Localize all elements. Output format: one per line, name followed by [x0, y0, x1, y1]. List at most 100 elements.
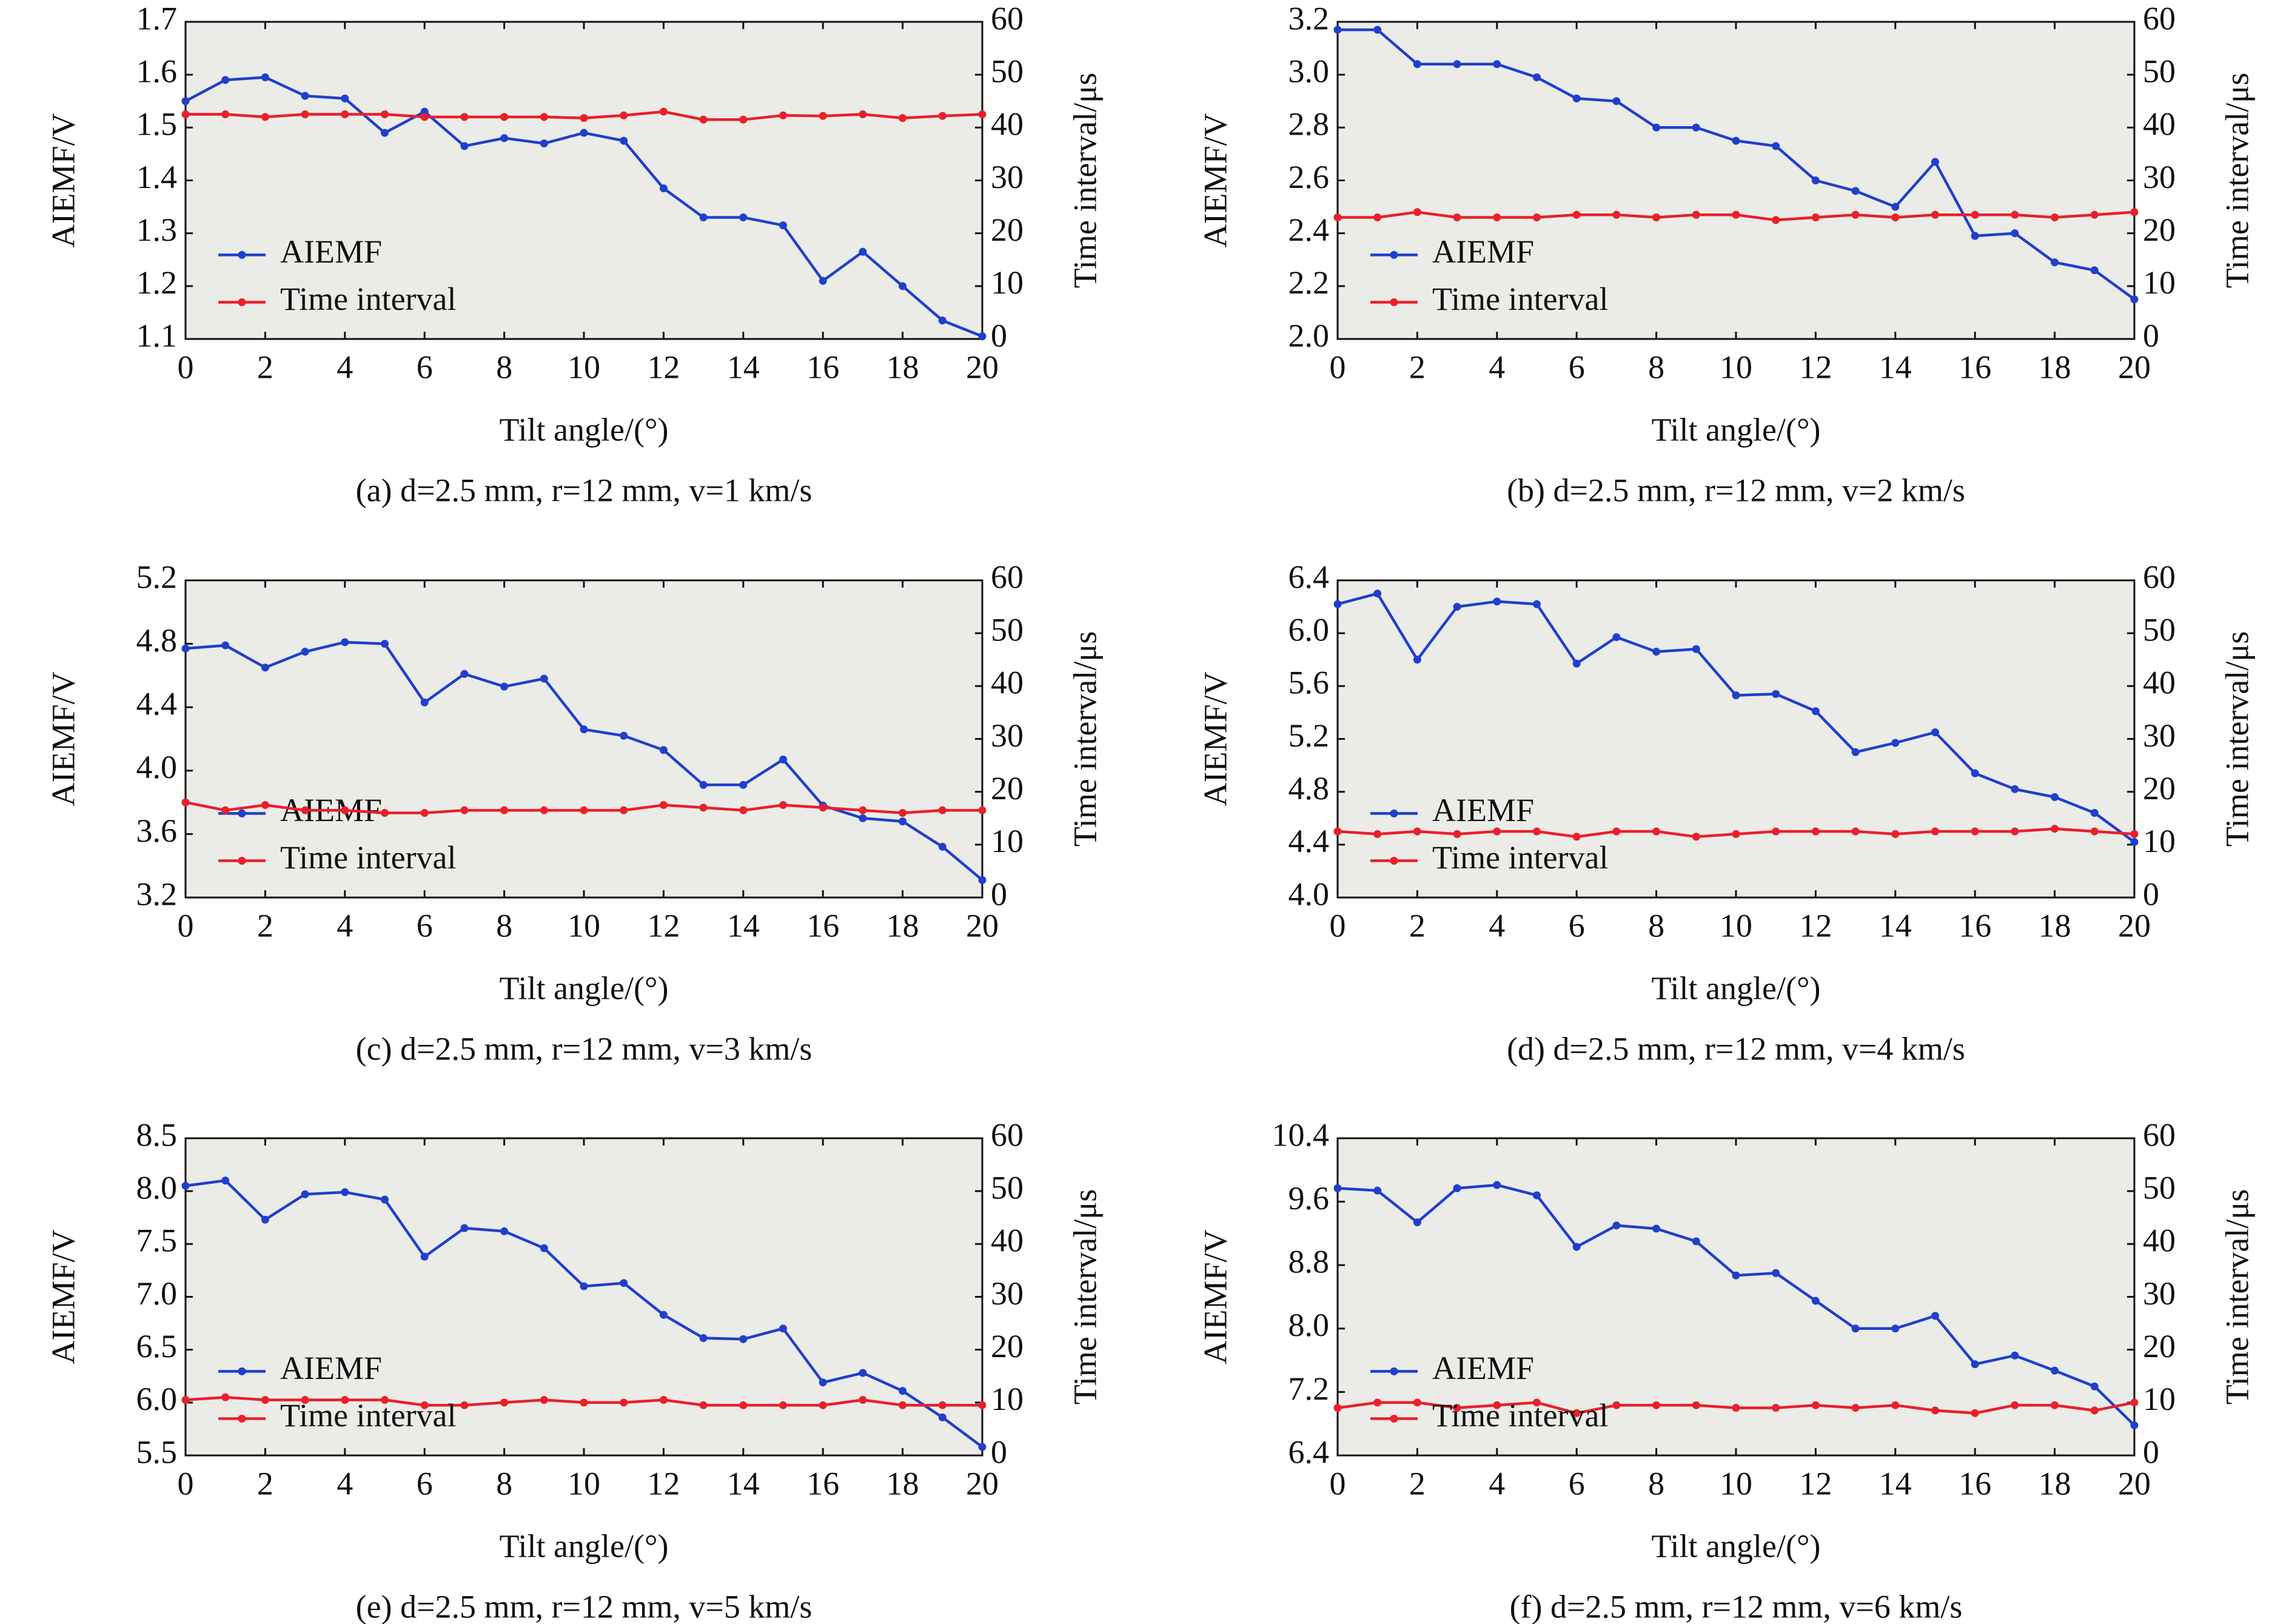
x-tick-label: 8 [496, 349, 512, 385]
y2-tick-label: 60 [991, 559, 1024, 595]
data-point [978, 332, 987, 341]
data-point [938, 806, 947, 814]
data-point [341, 638, 349, 646]
caption: (f) d=2.5 mm, r=12 mm, v=6 km/s [1510, 1588, 1963, 1624]
data-point [1373, 1398, 1382, 1407]
y2-tick-label: 60 [2143, 559, 2176, 595]
data-point [460, 669, 469, 678]
data-point [779, 1401, 787, 1409]
data-point [1811, 1297, 1820, 1305]
x-tick-label: 20 [966, 1465, 999, 1502]
y-tick-label: 6.4 [1288, 1434, 1330, 1470]
y-axis-label: AIEMF/V [45, 113, 81, 247]
data-point [819, 1401, 827, 1409]
data-point [1572, 94, 1581, 102]
chart-panel: 0 2 4 6 8 10 12 14 16 18 20 4.0 4.4 4.8 5.2 5.6 6.0 6.4 0 1… [1197, 559, 2255, 1067]
data-point [699, 1401, 708, 1409]
x-tick-label: 10 [568, 907, 600, 944]
legend-label: Time interval [280, 281, 457, 317]
y2-tick-label: 10 [991, 264, 1024, 301]
y-tick-label: 1.1 [136, 317, 178, 354]
data-point [1851, 827, 1860, 836]
data-point [659, 800, 668, 809]
data-point [859, 814, 867, 822]
data-point [381, 640, 389, 648]
y2-tick-label: 0 [2143, 1434, 2159, 1470]
data-point [978, 876, 987, 884]
data-point [500, 682, 509, 691]
data-point [301, 110, 309, 119]
data-point [261, 800, 269, 809]
caption: (d) d=2.5 mm, r=12 mm, v=4 km/s [1507, 1030, 1965, 1067]
data-point [1493, 597, 1501, 606]
data-point [2051, 258, 2059, 267]
y2-tick-label: 30 [2143, 1275, 2176, 1312]
y-tick-label: 1.6 [136, 53, 178, 90]
y-tick-label: 1.2 [136, 264, 178, 301]
data-point [1732, 1404, 1740, 1412]
data-point [1931, 1406, 1939, 1415]
data-point [1971, 1409, 1979, 1417]
x-tick-label: 0 [178, 349, 194, 385]
data-point [1493, 1401, 1501, 1409]
y2-tick-label: 60 [991, 1116, 1024, 1153]
x-tick-label: 14 [1879, 1465, 1912, 1502]
y2-tick-label: 50 [2143, 612, 2176, 648]
data-point [938, 1413, 947, 1421]
x-tick-label: 2 [257, 1465, 273, 1502]
data-point [779, 221, 787, 230]
y2-tick-label: 50 [991, 1170, 1024, 1206]
data-point [899, 282, 907, 290]
data-point [301, 648, 309, 656]
data-point [1851, 210, 1860, 219]
data-point [1453, 1184, 1461, 1192]
data-point [2011, 229, 2019, 238]
data-point [181, 798, 190, 807]
data-point [2090, 210, 2099, 219]
y2-tick-label: 40 [991, 665, 1024, 701]
data-point [1533, 213, 1541, 222]
x-tick-label: 10 [568, 1465, 600, 1502]
y2-tick-label: 60 [991, 0, 1024, 36]
data-point [1333, 1404, 1342, 1412]
data-point [739, 115, 748, 124]
x-tick-label: 18 [886, 907, 919, 944]
data-point [1373, 830, 1382, 838]
data-point [1612, 1221, 1621, 1230]
data-point [580, 806, 588, 814]
data-point [500, 806, 509, 814]
data-point [739, 1335, 748, 1343]
data-point [181, 1395, 190, 1404]
caption: (c) d=2.5 mm, r=12 mm, v=3 km/s [356, 1030, 813, 1067]
data-point [620, 136, 628, 145]
chart-panel: 0 2 4 6 8 10 12 14 16 18 20 5.5 6.0 6.5 7.0 7.5 8.0 8.5 0 1… [45, 1116, 1103, 1624]
y2-tick-label: 10 [2143, 1381, 2176, 1417]
legend-marker [238, 856, 246, 865]
data-point [1413, 1218, 1421, 1227]
x-tick-label: 16 [806, 349, 839, 385]
x-tick-label: 2 [257, 349, 273, 385]
data-point [261, 1215, 269, 1224]
data-point [1971, 827, 1979, 836]
y2-tick-label: 60 [2143, 0, 2176, 36]
y-tick-label: 1.5 [136, 106, 178, 143]
y-tick-label: 6.5 [136, 1328, 178, 1364]
data-point [2011, 785, 2019, 793]
data-point [1612, 827, 1621, 836]
data-point [540, 674, 548, 683]
data-point [1453, 830, 1461, 838]
x-tick-label: 6 [1569, 907, 1585, 944]
x-axis-label: Tilt angle/(°) [499, 411, 668, 448]
y-axis-label: AIEMF/V [45, 671, 81, 806]
data-point [261, 113, 269, 121]
y2-tick-label: 10 [991, 1381, 1024, 1417]
chart-panel: 0 2 4 6 8 10 12 14 16 18 20 1.1 1.2 1.3 1.4 1.5 1.6 1.7 0 1… [45, 0, 1103, 508]
data-point [1811, 1401, 1820, 1409]
data-point [659, 1395, 668, 1404]
data-point [1612, 210, 1621, 219]
legend-marker [1390, 809, 1398, 817]
x-tick-label: 4 [1489, 1465, 1505, 1502]
y2-tick-label: 0 [991, 1434, 1007, 1470]
data-point [580, 129, 588, 137]
